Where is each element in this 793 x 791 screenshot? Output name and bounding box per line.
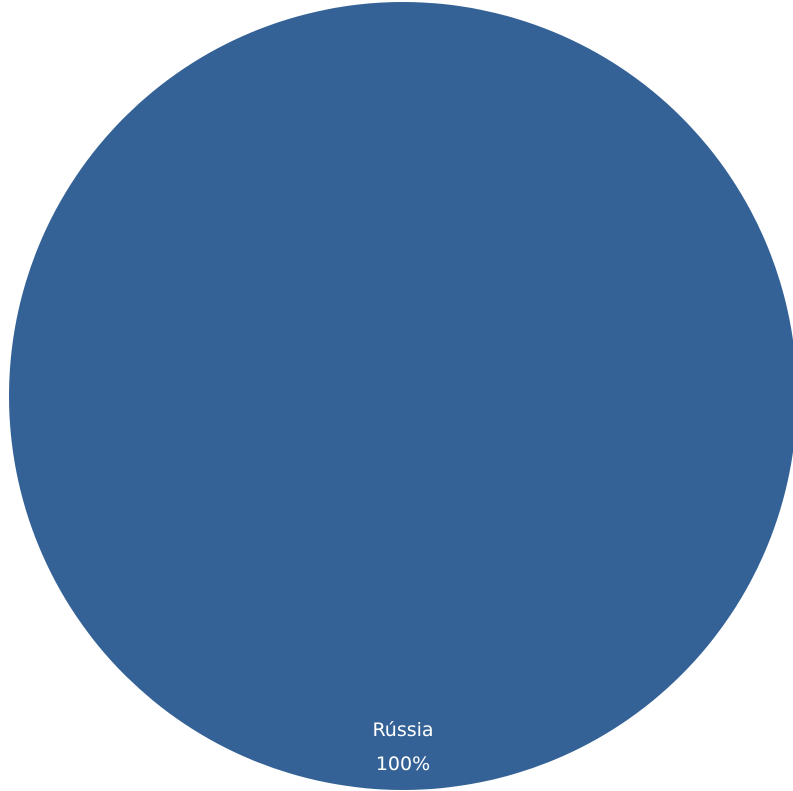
slice-value-label: 100%	[376, 753, 430, 775]
slice-category-label: Rússia	[372, 719, 433, 741]
pie-slice	[9, 2, 793, 790]
